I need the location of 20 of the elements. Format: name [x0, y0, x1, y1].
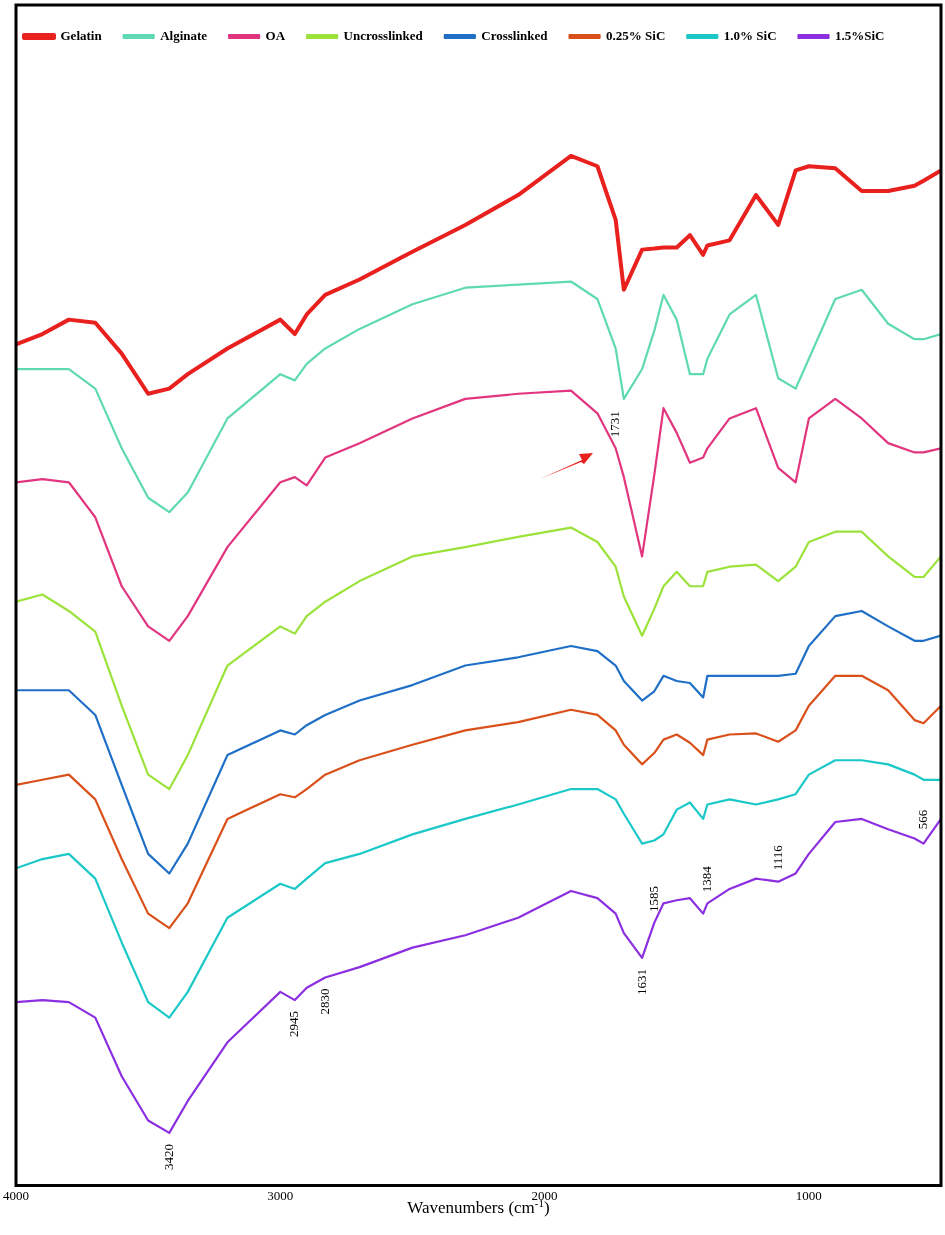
legend-label: 0.25% SiC — [606, 27, 666, 43]
annotation: 1731 — [607, 411, 623, 438]
legend-label: 1.5%SiC — [835, 27, 885, 43]
x-tick-label: 1000 — [795, 1187, 822, 1203]
annotation: 2830 — [316, 988, 332, 1015]
legend-label: OA — [265, 27, 286, 43]
x-tick-label: 4000 — [3, 1187, 29, 1203]
x-tick-label: 3000 — [267, 1187, 294, 1203]
annotation: 3420 — [160, 1143, 176, 1170]
annotation: 2945 — [286, 1011, 302, 1038]
legend-label: 1.0% SiC — [723, 27, 777, 43]
legend-label: Alginate — [160, 27, 208, 43]
legend-label: Uncrosslinked — [343, 27, 424, 43]
annotation: 1631 — [633, 968, 649, 995]
annotation: 1585 — [645, 885, 661, 912]
annotation: 566 — [914, 809, 930, 830]
annotation: 1384 — [698, 865, 714, 893]
annotation: 1116 — [769, 844, 785, 871]
legend-label: Gelatin — [60, 27, 103, 43]
legend-label: Crosslinked — [481, 27, 549, 43]
